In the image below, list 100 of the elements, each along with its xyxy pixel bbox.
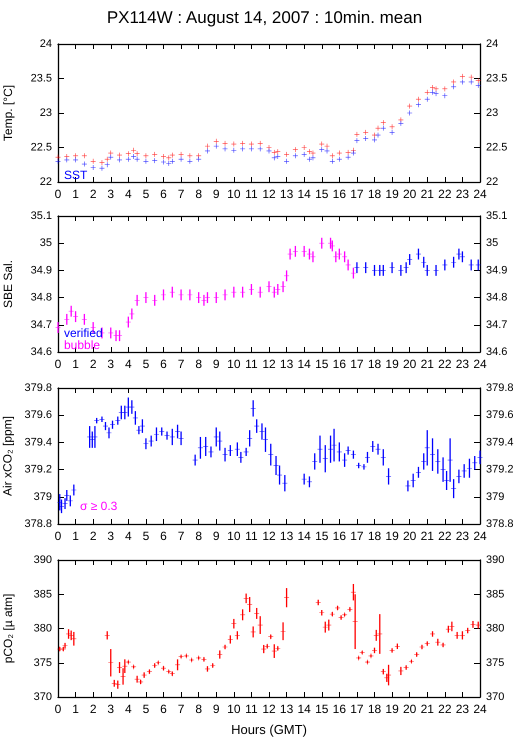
- y2-tick-label: 35: [486, 237, 498, 250]
- point: [434, 91, 439, 96]
- y-tick-label: 24: [40, 38, 52, 50]
- point: [117, 152, 122, 158]
- x-tick-label: 18: [368, 702, 382, 716]
- x-tick-label: 16: [332, 357, 346, 371]
- y-tick-label: 379.2: [24, 464, 52, 476]
- point: [117, 157, 122, 162]
- y-tick-label: 22: [40, 176, 52, 188]
- x-tick-label: 23: [456, 702, 470, 716]
- y-tick-label: 378.8: [24, 518, 52, 530]
- y-tick-label: 379.8: [24, 382, 52, 394]
- y-tick-label: 34.7: [30, 318, 52, 331]
- x-tick-label: 10: [227, 187, 241, 201]
- x-tick-label: 20: [402, 702, 417, 716]
- point: [430, 90, 436, 95]
- y-axis-title: pCO₂ [µ atm]: [1, 594, 15, 664]
- y2-tick-label: 385: [486, 588, 504, 600]
- x-tick-label: 16: [332, 187, 346, 201]
- x-tick-label: 15: [315, 702, 329, 716]
- point: [460, 79, 465, 84]
- point: [376, 132, 381, 138]
- point: [90, 165, 96, 170]
- x-tick-label: 1: [72, 529, 80, 543]
- y2-tick-label: 34.9: [486, 264, 508, 276]
- point: [324, 148, 330, 154]
- x-tick-label: 23: [456, 529, 470, 543]
- annotation: σ ≥ 0.3: [80, 499, 118, 513]
- x-tick-label: 22: [438, 529, 452, 543]
- x-tick-label: 7: [178, 357, 185, 371]
- point: [434, 86, 439, 92]
- x-tick-label: 18: [368, 187, 382, 201]
- x-tick-label: 16: [332, 529, 346, 543]
- point: [376, 126, 381, 131]
- x-tick-label: 10: [227, 529, 241, 543]
- x-tick-label: 7: [178, 187, 185, 201]
- x-tick-label: 21: [420, 357, 434, 371]
- y2-tick-label: 375: [486, 656, 504, 669]
- point: [363, 136, 368, 142]
- x-tick-label: 14: [297, 529, 312, 543]
- point: [310, 150, 316, 156]
- x-tick-label: 5: [142, 702, 150, 716]
- x-tick-label: 18: [368, 529, 382, 543]
- x-tick-label: 17: [350, 357, 364, 371]
- x-tick-label: 3: [107, 529, 114, 543]
- x-tick-label: 21: [420, 702, 434, 716]
- y2-tick-label: 34.8: [486, 292, 508, 304]
- x-tick-label: 6: [160, 187, 168, 201]
- point: [350, 150, 356, 156]
- series-label: bubble: [64, 338, 100, 352]
- x-tick-label: 6: [160, 702, 168, 716]
- y2-tick-label: 379.8: [486, 382, 514, 394]
- x-tick-label: 0: [54, 702, 62, 716]
- x-tick-label: 5: [142, 187, 150, 201]
- point: [275, 154, 280, 159]
- y2-tick-label: 23: [486, 107, 498, 119]
- x-tick-label: 8: [195, 529, 202, 543]
- y2-tick-label: 23.5: [486, 72, 508, 84]
- x-tick-label: 24: [473, 187, 487, 201]
- point: [204, 144, 210, 149]
- x-tick-label: 6: [160, 529, 168, 543]
- point: [99, 166, 104, 171]
- x-tick-label: 17: [350, 529, 364, 543]
- chart-title: PX114W : August 14, 2007 : 10min. mean: [106, 8, 422, 27]
- x-tick-label: 11: [245, 187, 258, 201]
- x-tick-label: 21: [420, 529, 434, 543]
- x-tick-label: 13: [280, 702, 294, 716]
- x-tick-label: 15: [315, 529, 329, 543]
- y-tick-label: 379.6: [24, 409, 52, 422]
- x-tick-label: 15: [315, 187, 329, 201]
- x-tick-label: 14: [297, 187, 312, 201]
- x-tick-label: 24: [473, 357, 487, 371]
- x-tick-label: 2: [90, 187, 97, 201]
- point: [161, 154, 166, 159]
- x-tick-label: 22: [438, 187, 452, 201]
- x-tick-label: 22: [438, 702, 452, 716]
- x-tick-label: 7: [178, 529, 185, 543]
- y2-tick-label: 379.2: [486, 464, 514, 476]
- point: [131, 154, 136, 159]
- point: [56, 154, 60, 160]
- series-label: SST: [64, 168, 88, 182]
- x-axis-title: Hours (GMT): [231, 722, 307, 737]
- x-tick-label: 3: [107, 187, 114, 201]
- x-tick-label: 8: [195, 187, 202, 201]
- x-tick-label: 5: [142, 357, 150, 371]
- x-tick-label: 18: [368, 357, 382, 371]
- y-tick-label: 35.1: [30, 210, 52, 222]
- x-tick-label: 20: [402, 187, 417, 201]
- point: [161, 159, 166, 164]
- y-tick-label: 390: [34, 554, 52, 566]
- x-tick-label: 6: [160, 357, 168, 371]
- x-tick-label: 24: [473, 529, 487, 543]
- x-tick-label: 19: [385, 187, 400, 201]
- y2-tick-label: 34.6: [486, 346, 508, 358]
- x-tick-label: 11: [245, 529, 258, 543]
- y-tick-label: 385: [34, 588, 52, 600]
- x-tick-label: 9: [212, 357, 220, 371]
- y-axis-title: Air xCO₂ [ppm]: [0, 416, 15, 496]
- point: [372, 137, 377, 142]
- x-tick-label: 2: [90, 357, 97, 371]
